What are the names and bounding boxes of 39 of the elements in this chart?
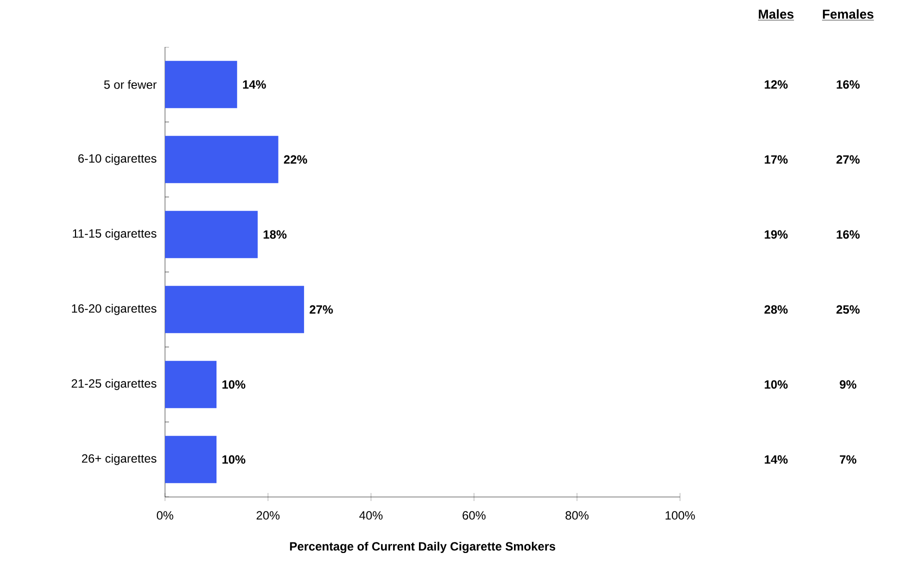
data-label: 14% <box>243 80 266 89</box>
bar <box>165 210 258 258</box>
y-tick-label: 11-15 cigarettes <box>72 228 156 240</box>
bar <box>165 136 278 184</box>
text: 19% <box>764 230 788 239</box>
data-label: 22% <box>284 155 308 164</box>
bar <box>165 436 217 484</box>
data-label: 10% <box>222 380 246 389</box>
y-tick-label: 21-25 cigarettes <box>72 378 156 390</box>
bar <box>165 286 304 334</box>
text: Females <box>822 9 874 19</box>
x-tick-label: 20% <box>256 511 280 520</box>
text: 9% <box>840 380 856 389</box>
text: 10% <box>764 380 788 389</box>
text: 27% <box>836 155 860 164</box>
text: 28% <box>764 305 788 314</box>
y-tick-label: 5 or fewer <box>104 80 157 89</box>
x-tick-label: 80% <box>566 511 589 520</box>
x-axis-title: Percentage of Current Daily Cigarette Smokers <box>290 542 556 553</box>
text: 12% <box>764 80 788 89</box>
x-tick-label: 100% <box>666 511 695 520</box>
text: Males <box>758 9 794 19</box>
bar <box>165 60 238 108</box>
text: 16% <box>836 80 860 89</box>
bar <box>165 360 217 408</box>
x-tick-label: 60% <box>462 511 486 520</box>
data-label: 18% <box>264 230 287 239</box>
data-label: 10% <box>222 455 246 464</box>
text: 16% <box>836 230 860 239</box>
text: 17% <box>764 155 788 164</box>
data-label: 27% <box>310 305 333 314</box>
x-tick-label: 40% <box>359 511 383 520</box>
y-tick-label: 26+ cigarettes <box>82 454 156 466</box>
text: 7% <box>840 455 856 464</box>
text: 25% <box>836 305 860 314</box>
y-tick-label: 16-20 cigarettes <box>72 304 156 316</box>
text: 14% <box>764 455 788 464</box>
x-tick-label: 0% <box>156 511 174 520</box>
y-tick-label: 6-10 cigarettes <box>78 154 156 166</box>
